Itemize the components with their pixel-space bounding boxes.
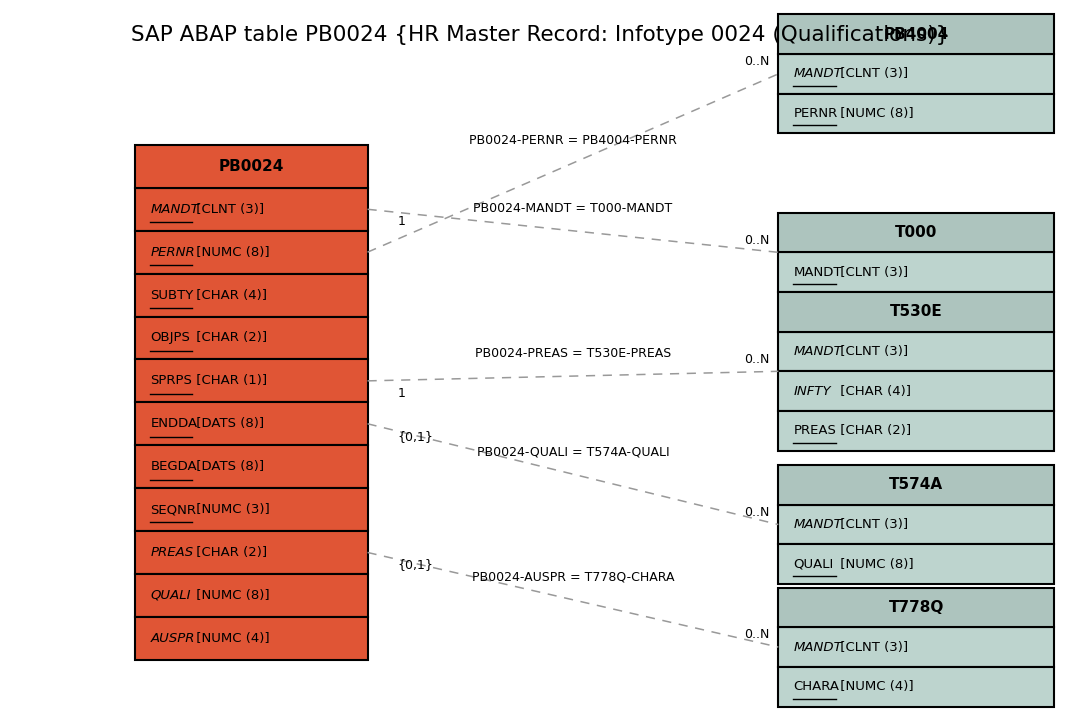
- Text: PB0024-QUALI = T574A-QUALI: PB0024-QUALI = T574A-QUALI: [477, 446, 669, 459]
- Text: 0..N: 0..N: [745, 234, 770, 247]
- Bar: [778, 371, 1054, 411]
- Bar: [778, 588, 1054, 627]
- Bar: [778, 465, 1054, 505]
- Text: [CHAR (2)]: [CHAR (2)]: [192, 546, 267, 559]
- Text: MANDT: MANDT: [793, 345, 842, 358]
- Text: MANDT: MANDT: [793, 518, 842, 531]
- Text: SAP ABAP table PB0024 {HR Master Record: Infotype 0024 (Qualifications)}: SAP ABAP table PB0024 {HR Master Record:…: [132, 25, 949, 45]
- Text: [CHAR (4)]: [CHAR (4)]: [836, 384, 910, 398]
- Bar: [135, 188, 368, 231]
- Bar: [778, 14, 1054, 54]
- Text: [CLNT (3)]: [CLNT (3)]: [836, 67, 908, 81]
- Text: T530E: T530E: [890, 304, 943, 319]
- Bar: [135, 317, 368, 360]
- Bar: [135, 402, 368, 445]
- Text: [CHAR (1)]: [CHAR (1)]: [192, 374, 267, 387]
- Text: MANDT: MANDT: [793, 265, 842, 279]
- Text: PERNR: PERNR: [150, 246, 195, 259]
- Text: 0..N: 0..N: [745, 628, 770, 642]
- Text: [DATS (8)]: [DATS (8)]: [192, 460, 265, 473]
- Text: [NUMC (3)]: [NUMC (3)]: [192, 503, 270, 516]
- Text: OBJPS: OBJPS: [150, 332, 190, 345]
- Text: 0..N: 0..N: [745, 505, 770, 519]
- Text: MANDT: MANDT: [793, 640, 842, 654]
- Text: {0,1}: {0,1}: [398, 430, 433, 443]
- Bar: [778, 213, 1054, 252]
- Text: [CLNT (3)]: [CLNT (3)]: [192, 203, 265, 216]
- Bar: [135, 359, 368, 402]
- Text: 1: 1: [398, 386, 405, 399]
- Text: SPRPS: SPRPS: [150, 374, 192, 387]
- Bar: [778, 667, 1054, 707]
- Text: [NUMC (8)]: [NUMC (8)]: [836, 107, 913, 120]
- Text: [NUMC (4)]: [NUMC (4)]: [836, 680, 913, 694]
- Bar: [135, 231, 368, 274]
- Text: PB0024-MANDT = T000-MANDT: PB0024-MANDT = T000-MANDT: [473, 202, 672, 215]
- Bar: [135, 531, 368, 574]
- Text: [NUMC (8)]: [NUMC (8)]: [192, 246, 270, 259]
- Text: [CHAR (2)]: [CHAR (2)]: [192, 332, 267, 345]
- Text: 1: 1: [398, 215, 405, 228]
- Text: [NUMC (4)]: [NUMC (4)]: [192, 632, 270, 645]
- Text: T000: T000: [895, 225, 937, 240]
- Bar: [135, 445, 368, 488]
- Text: 0..N: 0..N: [745, 55, 770, 68]
- Text: MANDT: MANDT: [150, 203, 199, 216]
- Text: PB0024-PERNR = PB4004-PERNR: PB0024-PERNR = PB4004-PERNR: [469, 134, 677, 147]
- Bar: [135, 274, 368, 317]
- Text: BEGDA: BEGDA: [150, 460, 197, 473]
- Text: [CLNT (3)]: [CLNT (3)]: [836, 640, 908, 654]
- Text: 0..N: 0..N: [745, 353, 770, 366]
- Bar: [778, 94, 1054, 133]
- Bar: [778, 411, 1054, 451]
- Text: QUALI: QUALI: [150, 589, 190, 602]
- Text: [CLNT (3)]: [CLNT (3)]: [836, 265, 908, 279]
- Bar: [778, 544, 1054, 584]
- Text: SEQNR: SEQNR: [150, 503, 197, 516]
- Bar: [778, 627, 1054, 667]
- Text: SUBTY: SUBTY: [150, 288, 193, 301]
- Text: [CHAR (2)]: [CHAR (2)]: [836, 424, 910, 438]
- Text: PB0024-PREAS = T530E-PREAS: PB0024-PREAS = T530E-PREAS: [475, 348, 671, 360]
- Bar: [135, 616, 368, 660]
- Text: T778Q: T778Q: [889, 600, 944, 615]
- Text: T574A: T574A: [889, 477, 944, 492]
- Text: PB4004: PB4004: [883, 27, 949, 42]
- Bar: [778, 505, 1054, 544]
- Text: PERNR: PERNR: [793, 107, 838, 120]
- Bar: [778, 292, 1054, 332]
- Text: INFTY: INFTY: [793, 384, 831, 398]
- Text: [NUMC (8)]: [NUMC (8)]: [836, 557, 913, 571]
- Bar: [778, 252, 1054, 292]
- Text: [CLNT (3)]: [CLNT (3)]: [836, 345, 908, 358]
- Text: AUSPR: AUSPR: [150, 632, 195, 645]
- Text: [NUMC (8)]: [NUMC (8)]: [192, 589, 270, 602]
- Bar: [135, 488, 368, 531]
- Text: PREAS: PREAS: [793, 424, 837, 438]
- Bar: [778, 54, 1054, 94]
- Text: ENDDA: ENDDA: [150, 417, 198, 430]
- Text: PB0024: PB0024: [218, 159, 284, 174]
- Bar: [135, 145, 368, 188]
- Text: {0,1}: {0,1}: [398, 558, 433, 571]
- Text: [CHAR (4)]: [CHAR (4)]: [192, 288, 267, 301]
- Text: PB0024-AUSPR = T778Q-CHARA: PB0024-AUSPR = T778Q-CHARA: [471, 571, 675, 584]
- Text: CHARA: CHARA: [793, 680, 840, 694]
- Text: [DATS (8)]: [DATS (8)]: [192, 417, 265, 430]
- Text: PREAS: PREAS: [150, 546, 193, 559]
- Text: [CLNT (3)]: [CLNT (3)]: [836, 518, 908, 531]
- Text: MANDT: MANDT: [793, 67, 842, 81]
- Text: QUALI: QUALI: [793, 557, 833, 571]
- Bar: [135, 574, 368, 616]
- Bar: [778, 332, 1054, 371]
